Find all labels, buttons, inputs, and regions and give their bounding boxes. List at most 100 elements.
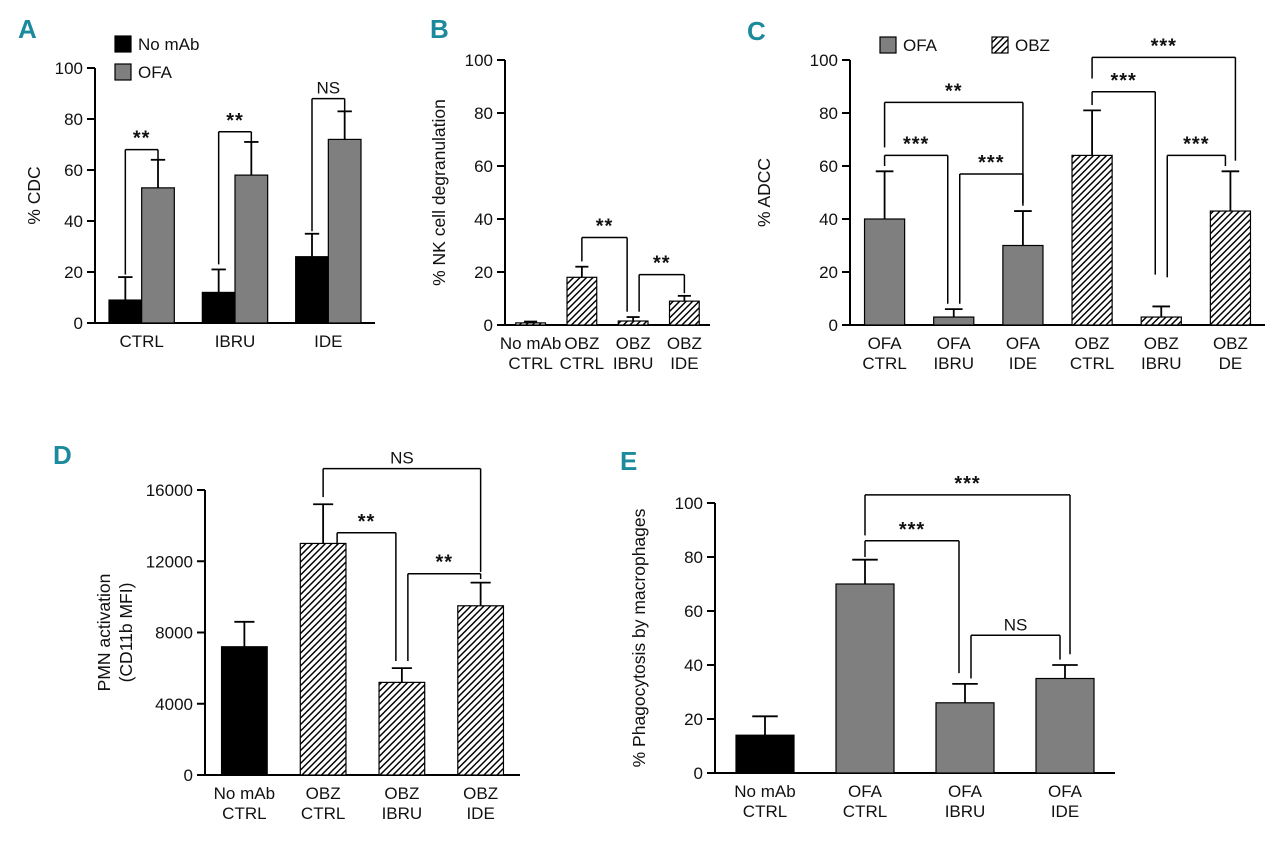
significance-bracket: *** <box>959 152 1024 304</box>
significance-bracket: ** <box>407 552 482 661</box>
y-tick-label: 40 <box>819 210 838 229</box>
significance-bracket: *** <box>1091 35 1237 161</box>
x-category-label: OFA IBRU <box>933 334 974 373</box>
chart-svg-E: 0 20 40 60 80 100 % Phagocytosis by macrophage… <box>629 473 1115 821</box>
y-axis-label: % Phagocytosis by macrophages <box>629 508 649 767</box>
significance-label: *** <box>1110 70 1136 92</box>
bar <box>299 542 347 776</box>
significance-label: ** <box>596 216 614 238</box>
bar <box>617 320 649 326</box>
significance-bracket: *** <box>1091 70 1156 275</box>
significance-bracket: ** <box>638 253 686 312</box>
x-category-label: OBZ CTRL <box>301 784 345 823</box>
y-tick-label: 0 <box>694 764 703 783</box>
y-axis-label: PMN activation (CD11b MFI) <box>94 574 136 692</box>
y-tick-label: 60 <box>684 602 703 621</box>
y-tick-label: 0 <box>484 316 493 335</box>
x-category-label: OBZ CTRL <box>560 334 604 373</box>
significance-label: ** <box>358 511 376 533</box>
y-tick-label: 0 <box>184 766 193 785</box>
y-axis-label: % NK cell degranulation <box>429 99 449 286</box>
y-tick-label: 8000 <box>155 624 193 643</box>
y-tick-label: 60 <box>819 157 838 176</box>
x-category-label: OFA CTRL <box>843 782 887 821</box>
significance-bracket: NS <box>970 615 1061 679</box>
x-category-label: OBZ IBRU <box>613 334 654 373</box>
x-category-label: No mAb CTRL <box>214 784 275 823</box>
x-category-label: OBZ IDE <box>667 334 702 373</box>
y-tick-label: 20 <box>474 263 493 282</box>
x-category-label: IBRU <box>215 332 256 351</box>
y-tick-label: 60 <box>474 157 493 176</box>
significance-label: ** <box>653 253 671 275</box>
chart-panel-e: 0 20 40 60 80 100 % Phagocytosis by macrophage… <box>610 448 1130 848</box>
x-category-label: IDE <box>314 332 342 351</box>
significance-label: ** <box>945 80 963 102</box>
bar <box>295 256 329 324</box>
y-tick-label: 40 <box>64 212 83 231</box>
y-tick-label: 0 <box>74 314 83 333</box>
x-category-label: OBZ IDE <box>463 784 498 823</box>
y-tick-label: 80 <box>474 104 493 123</box>
bar <box>1002 244 1044 326</box>
x-category-label: OFA IDE <box>1048 782 1083 821</box>
chart-svg-C: 0 20 40 60 80 100 % ADCC OFA CTRL OFA IBRU OFA IDE OB… <box>754 35 1265 373</box>
y-tick-label: 100 <box>810 51 838 70</box>
y-tick-label: 20 <box>64 263 83 282</box>
x-category-label: OBZ CTRL <box>1070 334 1114 373</box>
chart-panel-b: 0 20 40 60 80 100 % NK cell degranulation No mA… <box>420 15 720 420</box>
bar <box>457 605 505 776</box>
panel-letter-b: B <box>430 14 449 44</box>
bar <box>835 583 895 774</box>
significance-bracket: *** <box>864 519 960 674</box>
y-tick-label: 100 <box>675 494 703 513</box>
chart-svg-D: 0 4000 8000 12000 16000 PMN activation (CD11b … <box>94 450 520 823</box>
significance-label: *** <box>1151 35 1177 57</box>
significance-bracket: *** <box>864 473 1071 655</box>
y-tick-label: 16000 <box>146 481 193 500</box>
x-category-label: No mAb CTRL <box>734 782 795 821</box>
significance-label: NS <box>1004 615 1028 634</box>
significance-label: *** <box>903 133 929 155</box>
bar <box>201 291 236 324</box>
significance-bracket: *** <box>883 133 949 304</box>
bar <box>863 218 906 326</box>
chart-panel-d: 0 4000 8000 12000 16000 PMN activation (CD11b … <box>55 450 535 850</box>
x-category-label: OBZ IBRU <box>1141 334 1182 373</box>
significance-bracket: NS <box>322 450 482 572</box>
y-tick-label: 80 <box>684 548 703 567</box>
y-tick-label: 0 <box>829 316 838 335</box>
y-tick-label: 100 <box>465 51 493 70</box>
bar <box>234 174 269 324</box>
legend-swatch <box>114 35 132 53</box>
significance-bracket: ** <box>581 216 628 312</box>
bar <box>935 702 995 774</box>
y-tick-label: 60 <box>64 161 83 180</box>
y-tick-label: 40 <box>474 210 493 229</box>
significance-bracket: ** <box>217 110 253 265</box>
x-category-label: CTRL <box>119 332 163 351</box>
panel-letter-d: D <box>53 440 72 470</box>
bar <box>141 187 175 324</box>
x-category-label: No mAb CTRL <box>500 334 561 373</box>
panel-letter-a: A <box>18 14 37 44</box>
legend-swatch <box>991 36 1009 54</box>
bar <box>735 734 795 774</box>
panel-letter-c: C <box>747 16 766 46</box>
bar <box>1071 154 1113 326</box>
x-category-label: OBZ IBRU <box>382 784 423 823</box>
bar <box>220 646 268 776</box>
legend-label: OBZ <box>1015 36 1050 55</box>
y-tick-label: 100 <box>55 59 83 78</box>
chart-panel-c: 0 20 40 60 80 100 % ADCC OFA CTRL OFA IBRU OFA IDE OB… <box>740 15 1280 420</box>
significance-label: ** <box>435 552 453 574</box>
significance-bracket: NS <box>311 79 346 232</box>
significance-label: *** <box>954 473 980 495</box>
significance-label: *** <box>899 519 925 541</box>
x-category-label: OFA CTRL <box>862 334 906 373</box>
x-category-label: OBZ DE <box>1213 334 1248 373</box>
panel-letter-e: E <box>620 446 638 476</box>
y-tick-label: 20 <box>684 710 703 729</box>
chart-svg-A: 0 20 40 60 80 100 % CDC CTRL IBRU IDE ** ** NS No mAb… <box>24 35 375 351</box>
